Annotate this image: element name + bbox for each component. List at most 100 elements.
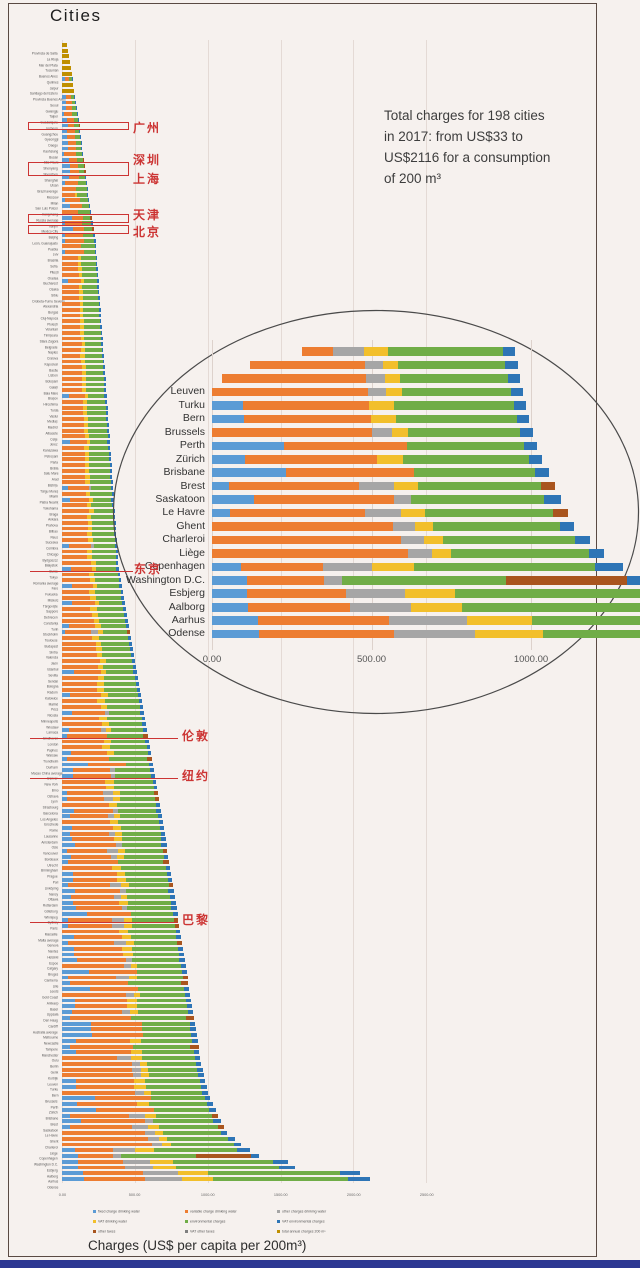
bar-segment-blue (212, 441, 284, 451)
city-row: Sibiu (0, 284, 640, 297)
bar-segment-navy (161, 837, 166, 842)
city-row: Barcelona (0, 802, 640, 815)
legend-item: variable charge drinking water (185, 1206, 277, 1216)
bar-segment-blue (62, 808, 74, 813)
bar-segment-blue (62, 751, 71, 755)
bar-segment-navy (111, 491, 114, 496)
bar-segment-blue (62, 232, 66, 237)
bar-segment-green (109, 745, 147, 750)
city-label: Los Angeles (40, 817, 58, 822)
bar-segment-orange (74, 946, 123, 951)
bar-segment-green (137, 964, 181, 968)
bar-segment-blue (62, 152, 65, 157)
bar-segment-olive (62, 42, 67, 47)
city-label: Romania average (32, 581, 58, 586)
bar-segment-navy (191, 1033, 197, 1038)
inset-bar-inner (212, 441, 538, 451)
bar-segment-orange (91, 1027, 143, 1032)
city-row: Antwerp (0, 992, 640, 1005)
bar-segment-navy (106, 422, 109, 427)
bar-segment-orange (62, 307, 80, 312)
city-row: Basel (0, 998, 640, 1011)
city-label: Shanghai (44, 178, 58, 183)
bar-segment-navy (99, 307, 101, 312)
stacked-bar (62, 313, 101, 318)
bar-segment-yellow (110, 820, 119, 825)
bar-segment-green (76, 192, 88, 197)
city-label: Turda (49, 409, 58, 413)
bar-segment-navy (178, 958, 185, 963)
city-label: Hiroshima (43, 403, 58, 407)
bar-segment-yellow (84, 463, 90, 468)
city-row: São Paulo (0, 151, 640, 165)
bar-segment-navy (193, 1050, 200, 1055)
city-label: Cardiff (48, 1025, 58, 1029)
bar-segment-navy (111, 497, 114, 502)
city-row: Kanazawa (0, 439, 640, 453)
city-label: Târgu Mureș (39, 489, 58, 494)
stacked-bar (62, 722, 146, 727)
city-label: Tianjin (48, 224, 58, 229)
city-label: Toulouse (45, 639, 58, 643)
bar-segment-navy (559, 522, 575, 531)
bar-segment-navy (74, 94, 76, 99)
bar-segment-blue (62, 584, 72, 588)
bar-segment-yellow (115, 831, 122, 836)
bar-segment-navy (101, 348, 104, 352)
inset-stacked-bar (212, 495, 562, 504)
legend-label: fixed charge drinking water (98, 1209, 140, 1213)
stacked-bar (62, 762, 154, 767)
city-row: Yokohama (0, 497, 640, 510)
bar-segment-navy (132, 664, 136, 669)
bar-segment-green (83, 307, 100, 312)
bar-segment-orange (62, 503, 88, 508)
bar-segment-green (91, 532, 115, 537)
city-label: Buenos Aires (39, 75, 58, 79)
bar-segment-green (131, 918, 174, 922)
bar-segment-yellow (81, 359, 86, 364)
city-label: Winnipeg (44, 915, 58, 920)
city-row: Quilmes (0, 71, 640, 84)
bar-segment-green (105, 658, 132, 663)
city-row: Ulsan (0, 174, 640, 188)
bar-segment-blue (62, 693, 70, 698)
city-label: Ankara (47, 518, 58, 522)
bar-segment-orange (62, 653, 97, 658)
bar-segment-green (118, 820, 159, 825)
stacked-bar (62, 894, 175, 899)
bar-segment-orange (62, 635, 93, 640)
bar-segment-green (91, 515, 114, 519)
bar-segment-navy (107, 440, 110, 445)
bar-segment-yellow (122, 952, 133, 957)
bar-segment-navy (176, 935, 182, 940)
bar-segment-orange (62, 658, 100, 663)
bar-segment-brown (177, 941, 183, 945)
stacked-bar (62, 658, 135, 663)
bar-segment-orange (83, 1177, 146, 1181)
bar-segment-green (88, 445, 109, 450)
bar-segment-orange (65, 630, 92, 635)
bar-segment-green (127, 906, 171, 911)
city-row: Lille (0, 975, 640, 988)
bar-segment-green (82, 284, 98, 289)
bar-segment-gray (372, 428, 392, 437)
city-row: New York (0, 773, 640, 786)
stacked-bar (62, 831, 165, 836)
bar-segment-green (140, 992, 186, 997)
stacked-bar (62, 739, 149, 744)
bar-segment-navy (180, 964, 186, 968)
stacked-bar (62, 192, 89, 197)
bar-segment-blue (62, 768, 74, 773)
stacked-bar (62, 209, 91, 214)
bar-segment-yellow (106, 728, 112, 732)
inset-bar-inner (250, 360, 518, 370)
bar-segment-blue (62, 486, 69, 491)
bar-segment-blue (62, 670, 74, 675)
bar-segment-yellow (78, 273, 82, 278)
stacked-bar (62, 261, 98, 266)
stacked-bar (62, 135, 82, 139)
city-label: Durham (46, 765, 58, 770)
bar-segment-navy (186, 1004, 193, 1009)
bar-segment-yellow (87, 555, 93, 560)
city-row: Turku (0, 1078, 640, 1092)
